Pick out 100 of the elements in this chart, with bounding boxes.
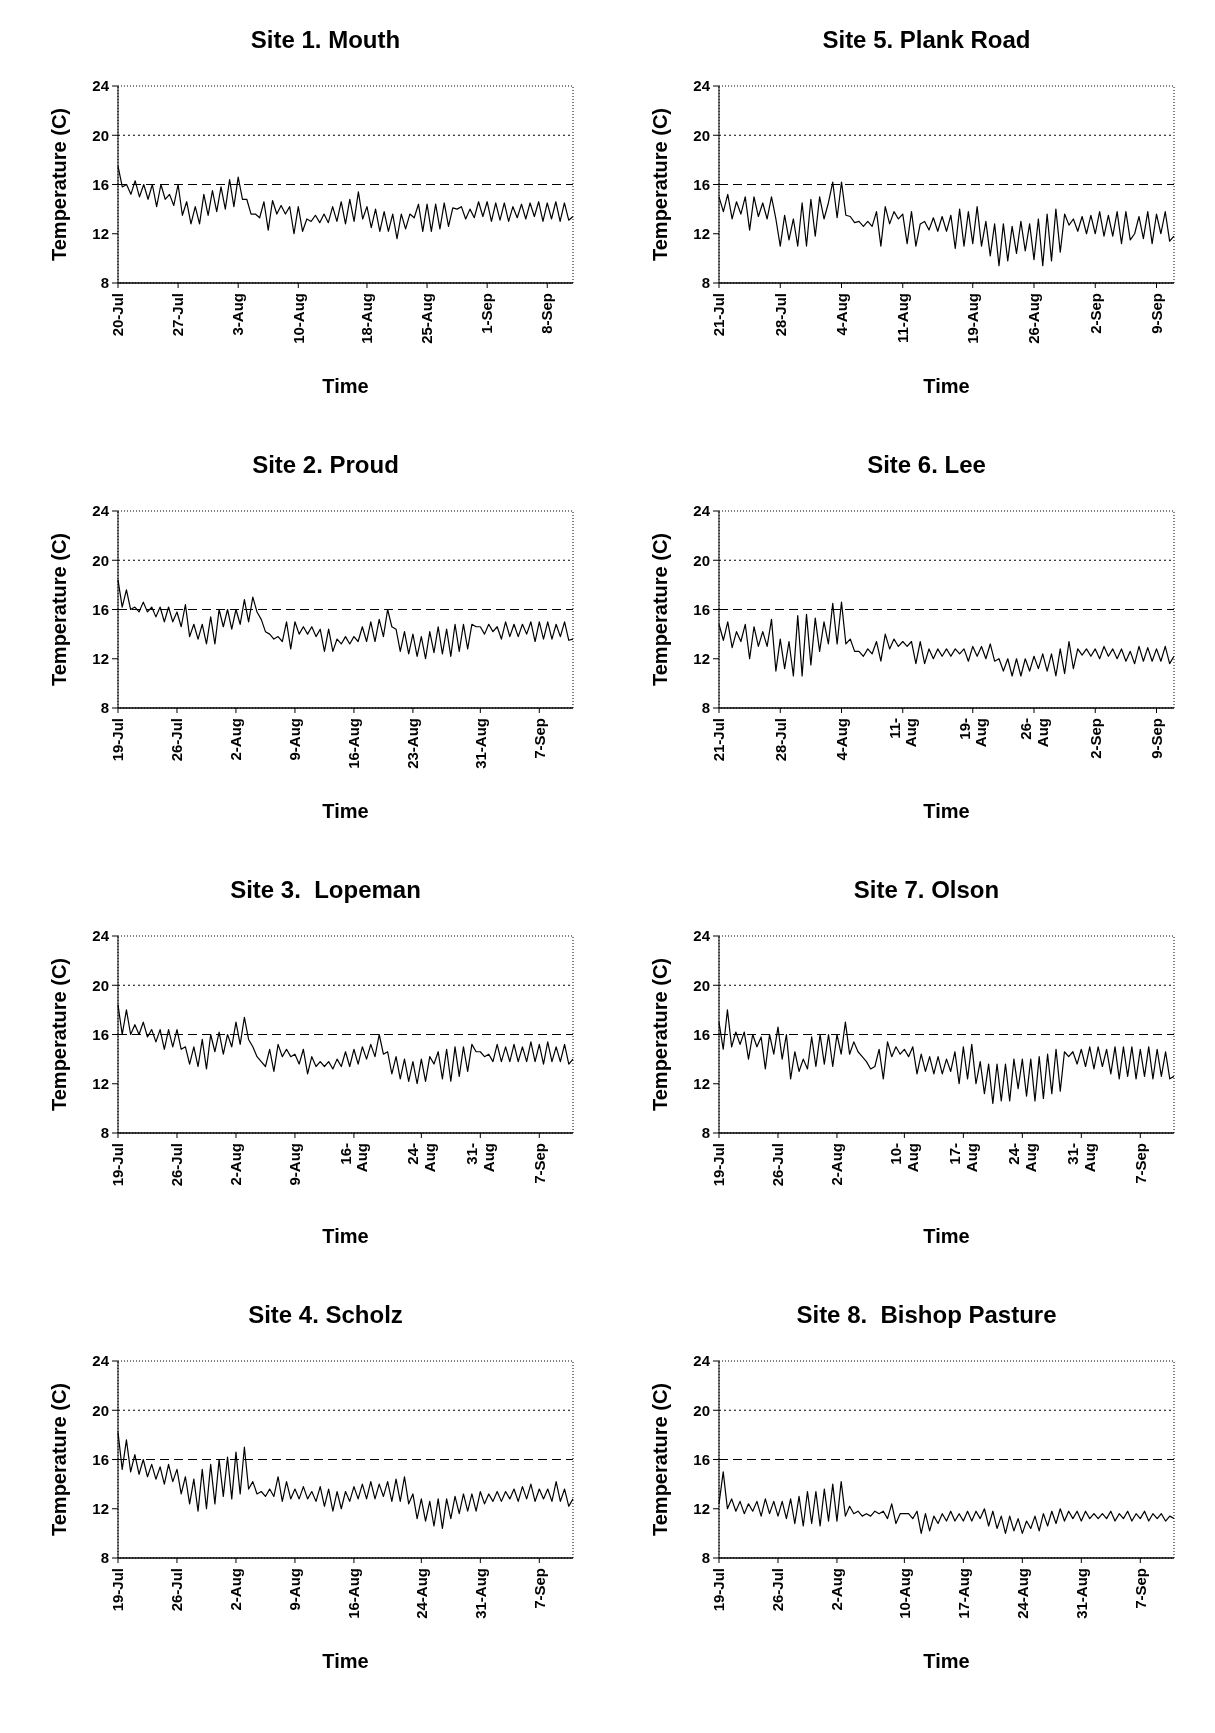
y-tick-label: 20 xyxy=(92,551,109,569)
x-tick-label: 19-Jul xyxy=(109,718,127,762)
y-tick-label: 24 xyxy=(693,927,711,945)
chart-title: Site 4. Scholz xyxy=(248,1301,403,1328)
x-axis-title: Time xyxy=(322,1225,369,1247)
x-tick-label: 27-Jul xyxy=(169,293,187,337)
y-tick-label: 12 xyxy=(693,650,710,667)
y-axis-title: Temperature (C) xyxy=(649,1383,671,1536)
x-tick-label: 2-Aug xyxy=(227,718,245,761)
y-tick-label: 12 xyxy=(693,225,710,242)
y-tick-label: 24 xyxy=(92,502,110,520)
x-tick-label: 2-Aug xyxy=(227,1143,245,1186)
y-tick-label: 8 xyxy=(100,1549,109,1567)
x-tick-label: 11-Aug xyxy=(894,293,911,344)
x-tick-label: 26-Jul xyxy=(168,718,186,762)
x-tick-label: 17- Aug xyxy=(946,1143,980,1173)
y-axis-title: Temperature (C) xyxy=(649,533,671,686)
x-tick-label: 1-Sep xyxy=(478,293,496,334)
y-tick-label: 20 xyxy=(693,976,710,994)
y-tick-label: 12 xyxy=(693,1075,710,1092)
x-tick-label: 26- Aug xyxy=(1017,718,1051,748)
x-axis-title: Time xyxy=(923,800,970,822)
x-tick-label: 10-Aug xyxy=(895,1568,913,1619)
x-tick-label: 19- Aug xyxy=(955,718,990,748)
x-axis-title: Time xyxy=(322,375,369,397)
chart-title: Site 1. Mouth xyxy=(250,26,401,53)
x-tick-label: 31-Aug xyxy=(471,718,489,769)
x-tick-label: 28-Jul xyxy=(771,718,789,762)
x-tick-label: 24-Aug xyxy=(412,1568,430,1619)
x-tick-label: 9-Aug xyxy=(286,1568,304,1611)
y-tick-label: 16 xyxy=(92,1450,109,1468)
x-tick-label: 24-Aug xyxy=(1013,1568,1031,1619)
y-tick-label: 24 xyxy=(92,1352,110,1370)
x-tick-label: 26-Jul xyxy=(168,1143,186,1187)
y-axis-title: Temperature (C) xyxy=(48,533,70,686)
chart-title: Site 8. Bishop Pasture xyxy=(796,1301,1057,1328)
x-tick-label: 10-Aug xyxy=(289,293,307,344)
x-tick-label: 26-Aug xyxy=(1025,293,1043,344)
x-tick-label: 17-Aug xyxy=(954,1568,972,1619)
y-tick-label: 24 xyxy=(92,77,110,95)
x-tick-label: 19-Jul xyxy=(710,1143,728,1187)
x-tick-label: 9-Sep xyxy=(1147,293,1165,334)
x-tick-label: 2-Aug xyxy=(828,1568,846,1611)
x-tick-label: 24- Aug xyxy=(1005,1143,1039,1173)
x-axis-title: Time xyxy=(923,1650,970,1672)
y-axis-title: Temperature (C) xyxy=(48,1383,70,1536)
y-tick-label: 20 xyxy=(693,1401,710,1419)
y-tick-label: 8 xyxy=(701,274,710,292)
y-tick-label: 20 xyxy=(693,551,710,569)
x-tick-label: 4-Aug xyxy=(832,293,850,336)
x-tick-label: 9-Aug xyxy=(286,718,304,761)
y-axis-title: Temperature (C) xyxy=(48,108,70,261)
x-tick-label: 16- Aug xyxy=(336,1143,371,1173)
y-tick-label: 8 xyxy=(701,1124,710,1142)
x-tick-label: 20-Jul xyxy=(109,293,127,337)
y-tick-label: 16 xyxy=(92,175,109,193)
x-tick-label: 21-Jul xyxy=(710,293,728,337)
x-tick-label: 19-Jul xyxy=(109,1568,127,1612)
x-tick-label: 16-Aug xyxy=(345,718,363,769)
y-tick-label: 24 xyxy=(693,502,711,520)
x-tick-label: 25-Aug xyxy=(418,293,436,344)
x-tick-label: 9-Aug xyxy=(286,1143,304,1186)
y-tick-label: 16 xyxy=(92,600,109,618)
x-tick-label: 21-Jul xyxy=(710,718,728,762)
y-tick-label: 24 xyxy=(693,1352,711,1370)
x-tick-label: 9-Sep xyxy=(1147,718,1165,759)
y-tick-label: 16 xyxy=(693,1450,710,1468)
chart-title: Site 2. Proud xyxy=(252,451,399,478)
x-tick-label: 26-Jul xyxy=(769,1143,787,1187)
y-tick-label: 12 xyxy=(92,650,109,667)
y-tick-label: 20 xyxy=(92,1401,109,1419)
chart-title: Site 3. Lopeman xyxy=(230,876,421,903)
y-axis-title: Temperature (C) xyxy=(48,958,70,1111)
y-tick-label: 8 xyxy=(100,1124,109,1142)
x-tick-label: 31-Aug xyxy=(1072,1568,1090,1619)
y-axis-title: Temperature (C) xyxy=(649,108,671,261)
chart-title: Site 7. Olson xyxy=(853,876,1000,903)
y-tick-label: 24 xyxy=(92,927,110,945)
y-tick-label: 12 xyxy=(92,1075,109,1092)
x-axis-title: Time xyxy=(923,375,970,397)
x-tick-label: 24- Aug xyxy=(404,1143,438,1173)
x-tick-label: 11- Aug xyxy=(885,718,920,748)
x-tick-label: 8-Sep xyxy=(538,293,556,334)
x-tick-label: 2-Sep xyxy=(1086,718,1104,759)
x-tick-label: 10- Aug xyxy=(887,1143,921,1173)
x-tick-label: 26-Jul xyxy=(168,1568,186,1612)
x-tick-label: 23-Aug xyxy=(404,718,422,769)
x-tick-label: 2-Aug xyxy=(227,1568,245,1611)
y-tick-label: 16 xyxy=(693,1025,710,1043)
y-tick-label: 8 xyxy=(100,274,109,292)
x-tick-label: 26-Jul xyxy=(769,1568,787,1612)
x-tick-label: 19-Jul xyxy=(710,1568,728,1612)
y-axis-title: Temperature (C) xyxy=(649,958,671,1111)
x-tick-label: 31- Aug xyxy=(1064,1143,1098,1173)
x-axis-title: Time xyxy=(322,1650,369,1672)
x-tick-label: 7-Sep xyxy=(530,1568,548,1609)
x-tick-label: 7-Sep xyxy=(1131,1143,1149,1184)
x-tick-label: 18-Aug xyxy=(358,293,376,344)
y-tick-label: 24 xyxy=(693,77,711,95)
y-tick-label: 12 xyxy=(92,1500,109,1517)
